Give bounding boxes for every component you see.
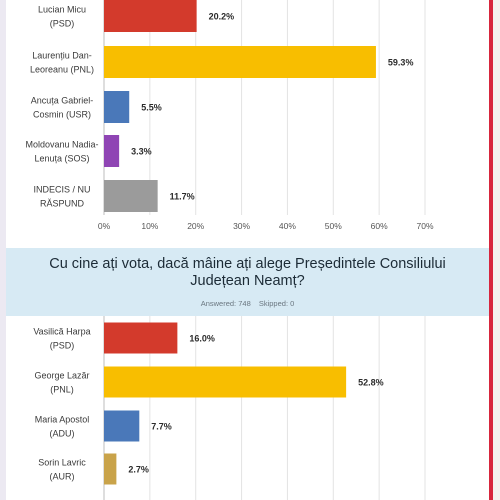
question-banner: Cu cine ați vota, dacă mâine ați alege P… [6,248,489,316]
question-title: Cu cine ați vota, dacă mâine ați alege P… [26,256,469,290]
bar [104,135,120,167]
category-label: (PSD) [50,341,75,351]
right-frame-border [489,0,500,500]
tick-label: 10% [141,221,158,231]
tick-label: 0% [98,221,111,231]
data-label: 3.3% [131,147,152,157]
data-label: 59.3% [388,58,414,68]
category-label: Cosmin (USR) [33,110,91,120]
category-label: Laurențiu Dan- [32,51,92,61]
bar-chart-1: 20.2% Lucian Micu (PSD) 59.3% Laurențiu Dan-… [25,0,434,231]
category-label: Lenuța (SOS) [34,154,89,164]
tick-label: 30% [233,221,250,231]
bar [104,453,117,485]
category-label: Sorin Lavric [38,458,86,468]
bar [104,180,158,212]
category-label: Maria Apostol [35,415,90,425]
category-label: (AUR) [50,472,75,482]
category-label: Leoreanu (PNL) [30,65,94,75]
tick-label: 40% [279,221,296,231]
skipped-count: Skipped: 0 [258,299,295,308]
tick-label: 70% [416,221,433,231]
tick-label: 60% [371,221,388,231]
category-label: Lucian Micu [38,5,86,15]
answered-count: Answered: 748 [200,299,251,308]
bar [104,91,130,123]
category-label: Moldovanu Nadia- [25,140,98,150]
category-label: RĂSPUND [40,199,85,209]
bar [104,46,376,78]
category-label: (ADU) [50,429,75,439]
data-label: 2.7% [128,465,149,475]
data-label: 16.0% [189,334,215,344]
data-label: 20.2% [209,12,235,22]
bar-chart-2: 16.0% Vasilică Harpa (PSD) 52.8% George Lază… [33,316,426,500]
category-label: Ancuța Gabriel- [31,96,94,106]
bar [104,0,197,32]
bar [104,366,347,398]
data-label: 5.5% [141,103,162,113]
response-stats: Answered: 748 Skipped: 0 [6,299,489,308]
category-label: INDECIS / NU [33,185,90,195]
category-label: (PSD) [50,19,75,29]
tick-label: 20% [187,221,204,231]
data-label: 7.7% [151,422,172,432]
question-title-line1: Cu cine ați vota, dacă mâine ați alege P… [49,256,446,272]
left-frame [0,0,6,500]
bar [104,322,178,354]
tick-label: 50% [325,221,342,231]
question-title-line2: Județean Neamț? [190,273,305,289]
bar [104,410,140,442]
category-label: (PNL) [50,385,74,395]
data-label: 11.7% [170,192,195,202]
category-label: George Lazăr [34,371,89,381]
data-label: 52.8% [358,378,384,388]
category-label: Vasilică Harpa [33,327,90,337]
